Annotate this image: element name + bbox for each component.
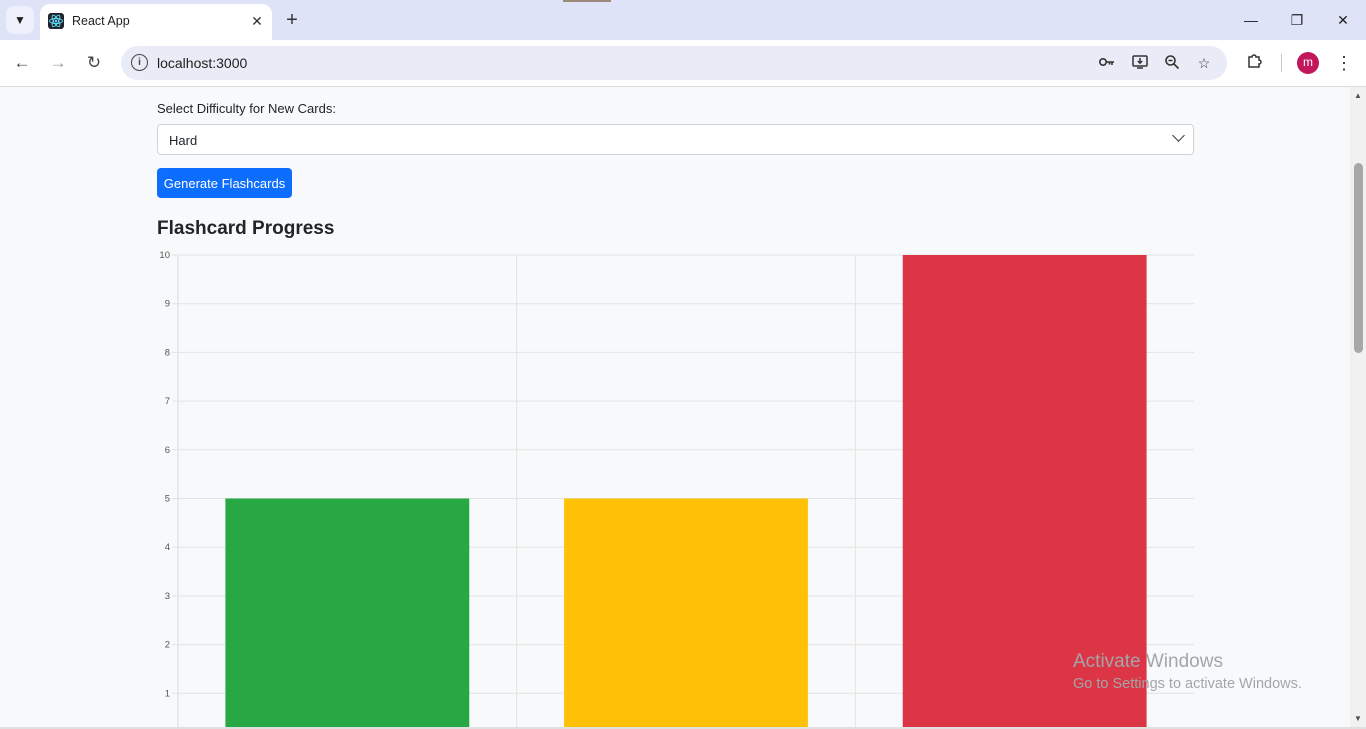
y-axis-ticks: 1 2 3 4 5 6 7 8 9 10 <box>159 250 170 699</box>
scroll-down-arrow-icon[interactable]: ▼ <box>1353 714 1363 724</box>
bar-2[interactable] <box>564 499 808 729</box>
activate-windows-title: Activate Windows <box>1073 651 1223 673</box>
activate-windows-subtitle: Go to Settings to activate Windows. <box>1073 676 1302 692</box>
y-tick-label: 1 <box>165 688 170 699</box>
y-tick-label: 7 <box>165 396 170 407</box>
y-tick-label: 10 <box>159 250 170 261</box>
chart-bars <box>225 255 1146 729</box>
y-tick-label: 2 <box>165 640 170 651</box>
scrollbar-thumb[interactable] <box>1354 163 1363 353</box>
y-tick-label: 8 <box>165 347 170 358</box>
y-tick-label: 6 <box>165 445 170 456</box>
page-scrollbar[interactable]: ▲ ▼ <box>1350 87 1366 729</box>
y-tick-label: 9 <box>165 299 170 310</box>
y-tick-label: 5 <box>165 494 170 505</box>
scroll-up-arrow-icon[interactable]: ▲ <box>1353 91 1363 101</box>
y-tick-label: 3 <box>165 591 170 602</box>
bar-1[interactable] <box>225 499 469 729</box>
y-tick-label: 4 <box>165 542 170 553</box>
